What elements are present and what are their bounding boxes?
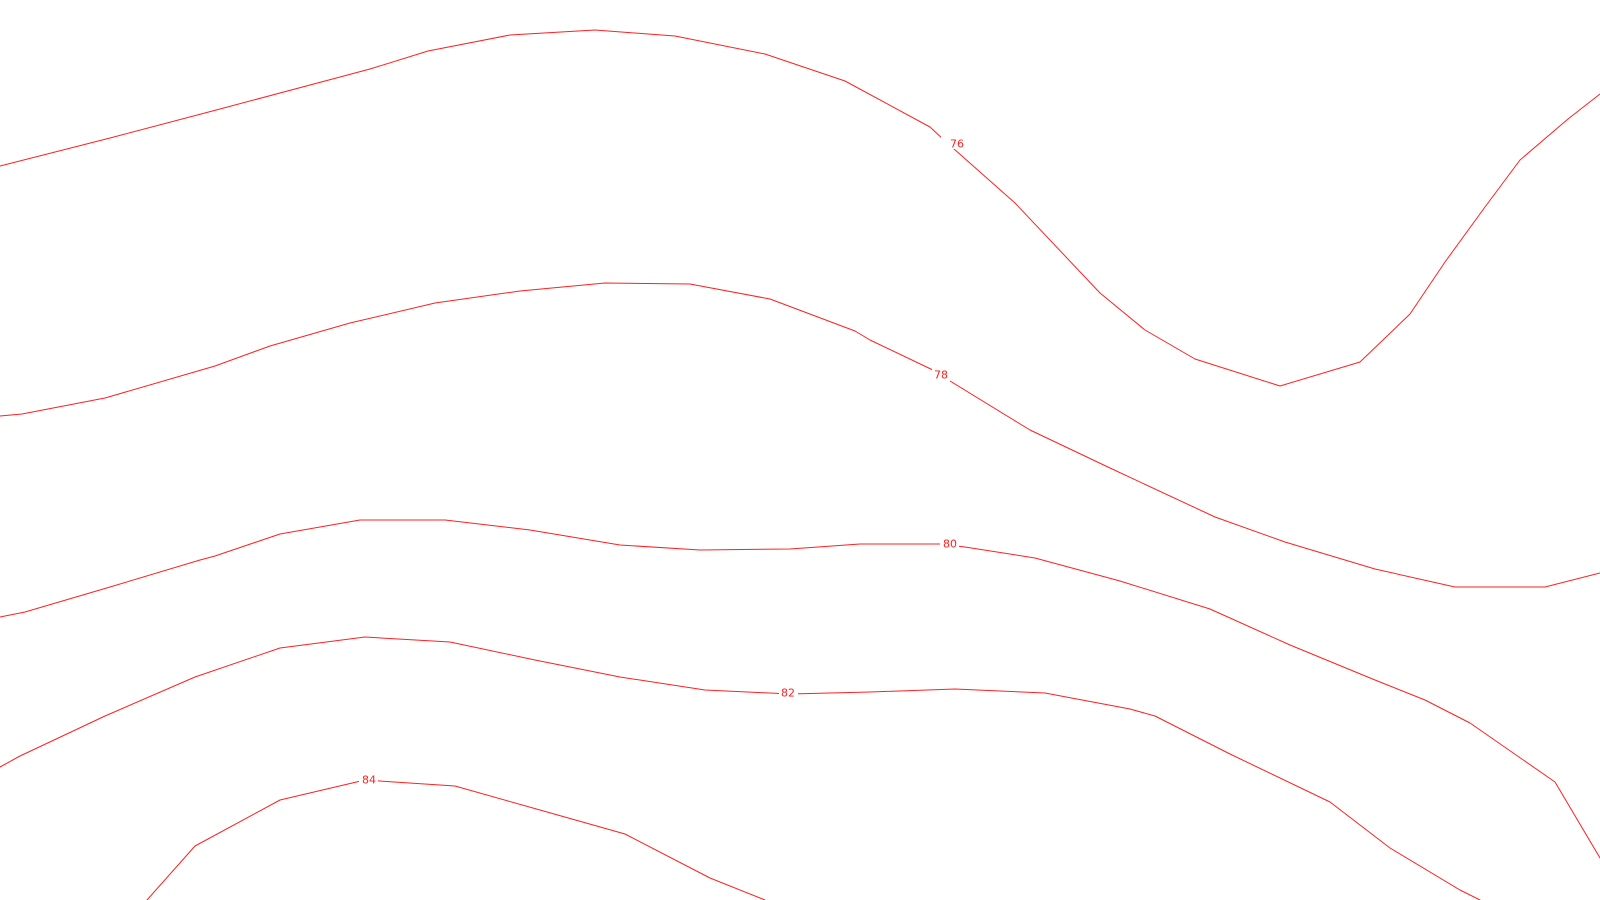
- contour-line-84: [146, 779, 766, 900]
- contour-label-84: 84: [362, 774, 376, 787]
- contour-80: 80: [0, 519, 1600, 859]
- contour-label-bg-80: [940, 537, 959, 551]
- contour-label-bg-78: [932, 368, 950, 382]
- contour-label-82: 82: [781, 687, 795, 700]
- contour-label-78: 78: [934, 369, 948, 382]
- contour-label-bg-76: [941, 135, 959, 149]
- contour-line-78: [0, 282, 1600, 588]
- contour-line-76: [0, 29, 1600, 387]
- contour-label-80: 80: [943, 538, 957, 551]
- contour-line-82: [0, 636, 1481, 900]
- contour-label-bg-82: [779, 686, 798, 700]
- contour-78: 78: [0, 282, 1600, 588]
- contour-label-bg-84: [359, 772, 378, 786]
- contour-84: 84: [146, 772, 766, 900]
- contour-label-76: 76: [950, 138, 964, 151]
- contour-line-80: [0, 519, 1600, 859]
- contour-76: 76: [0, 29, 1600, 387]
- contour-82: 82: [0, 636, 1481, 900]
